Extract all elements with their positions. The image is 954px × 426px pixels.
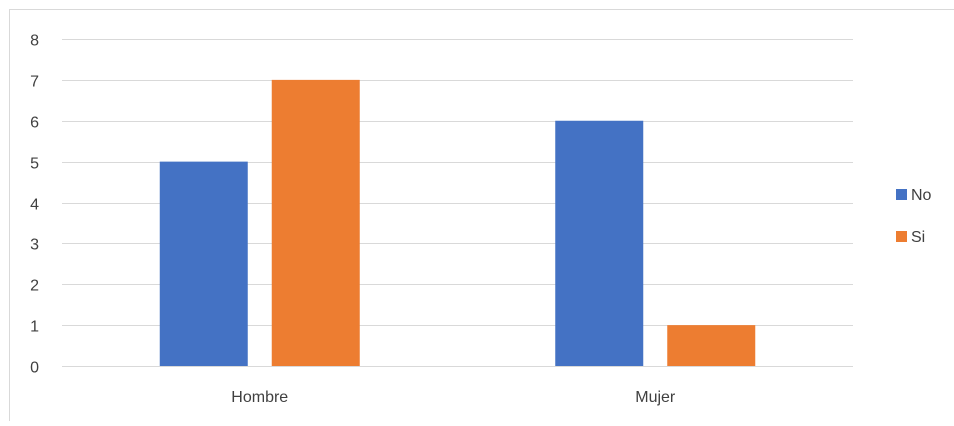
y-tick-label: 4 <box>30 197 39 214</box>
bars <box>159 79 756 366</box>
legend-label-no: No <box>911 187 932 204</box>
legend: No Si <box>896 187 932 246</box>
y-tick-label: 3 <box>30 237 39 254</box>
y-tick-label: 0 <box>30 360 39 377</box>
y-tick-label: 7 <box>30 74 39 91</box>
x-tick-label: Hombre <box>231 389 288 406</box>
y-tick-label: 5 <box>30 156 39 173</box>
bar-hombre-no <box>159 161 248 366</box>
legend-swatch-si <box>896 231 907 242</box>
legend-swatch-no <box>896 189 907 200</box>
y-tick-label: 1 <box>30 319 39 336</box>
x-tick-label: Mujer <box>635 389 676 406</box>
y-tick-label: 6 <box>30 115 39 132</box>
y-tick-label: 8 <box>30 33 39 50</box>
y-axis-ticks: 0 1 2 3 4 5 6 7 8 <box>30 33 39 377</box>
legend-label-si: Si <box>911 229 925 246</box>
bar-mujer-no <box>555 120 644 366</box>
chart-area-frame <box>9 9 954 421</box>
x-axis-ticks: Hombre Mujer <box>231 389 676 406</box>
bar-hombre-si <box>271 79 360 366</box>
y-tick-label: 2 <box>30 278 39 295</box>
bar-mujer-si <box>667 325 756 366</box>
